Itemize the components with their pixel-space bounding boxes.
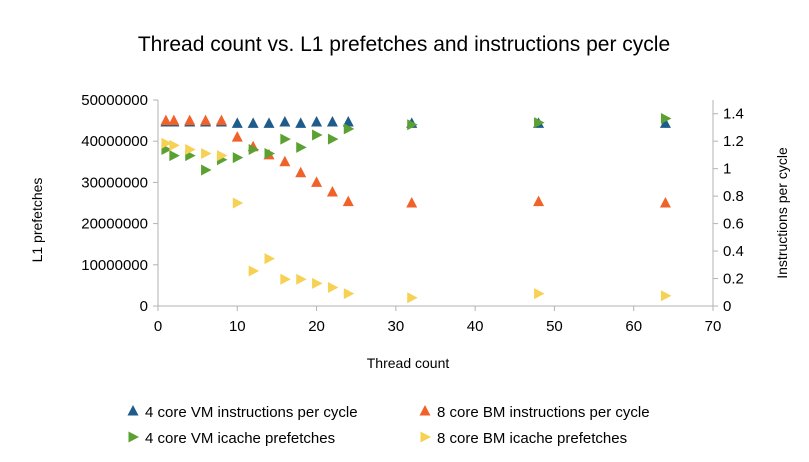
data-point — [279, 155, 291, 167]
x-tick-label: 60 — [625, 318, 642, 335]
data-point — [660, 290, 672, 302]
data-point — [169, 150, 180, 162]
data-point — [184, 114, 196, 126]
legend-marker — [419, 405, 431, 416]
right-axis-ticks: 0 0.2 0.4 0.6 0.8 1 1.2 1.4 — [713, 106, 744, 315]
left-axis-ticks: 0 10000000 20000000 30000000 40000000 5000000… — [81, 92, 158, 315]
series-1 — [160, 115, 671, 128]
data-point — [406, 197, 418, 208]
data-point — [160, 114, 172, 126]
data-point — [660, 113, 672, 125]
left-y-axis-label: L1 prefetches — [29, 178, 45, 263]
data-point — [327, 133, 339, 145]
x-tick-label: 0 — [154, 318, 162, 335]
data-point — [231, 131, 243, 142]
data-point — [169, 139, 180, 151]
chart-title: Thread count vs. L1 prefetches and instr… — [138, 33, 670, 56]
x-tick-label: 70 — [705, 318, 722, 335]
right-tick-label: 0 — [723, 298, 731, 315]
data-point — [280, 273, 291, 285]
x-tick-label: 30 — [388, 318, 405, 335]
data-point — [264, 253, 275, 265]
x-axis-ticks: 0 10 20 30 40 50 60 70 — [154, 306, 722, 335]
data-points — [160, 113, 672, 304]
data-point — [232, 197, 244, 209]
right-tick-label: 0.6 — [723, 216, 744, 233]
data-point — [311, 176, 323, 187]
data-point — [264, 148, 275, 160]
data-point — [201, 148, 212, 160]
data-point — [343, 288, 355, 300]
data-point — [247, 117, 259, 128]
data-point — [248, 143, 260, 155]
data-point — [279, 115, 291, 127]
data-point — [327, 281, 339, 293]
data-point — [407, 292, 418, 304]
data-point — [263, 117, 275, 128]
left-tick-label: 50000000 — [81, 92, 148, 109]
x-tick-label: 40 — [467, 318, 484, 335]
data-point — [161, 137, 172, 149]
right-tick-label: 0.8 — [723, 188, 744, 205]
data-point — [342, 195, 354, 207]
data-point — [201, 164, 212, 176]
data-point — [216, 150, 228, 162]
data-point — [534, 288, 545, 300]
left-tick-label: 40000000 — [81, 133, 148, 150]
legend-marker — [127, 405, 139, 416]
data-point — [296, 273, 307, 285]
legend-label: 4 core VM icache prefetches — [145, 430, 335, 447]
data-point — [231, 117, 243, 128]
data-point — [280, 133, 291, 145]
legend-label: 4 core VM instructions per cycle — [145, 404, 358, 421]
series-3 — [161, 113, 672, 176]
x-tick-label: 20 — [308, 318, 325, 335]
data-point — [168, 114, 180, 126]
legend-label: 8 core BM instructions per cycle — [437, 404, 650, 421]
right-tick-label: 0.4 — [723, 243, 744, 260]
left-tick-label: 30000000 — [81, 174, 148, 191]
data-point — [295, 117, 307, 128]
x-tick-label: 50 — [546, 318, 563, 335]
data-point — [326, 115, 338, 127]
right-tick-label: 1.2 — [723, 133, 744, 150]
data-point — [343, 123, 355, 135]
data-point — [185, 143, 196, 155]
left-tick-label: 0 — [140, 298, 148, 315]
data-point — [312, 129, 323, 141]
left-tick-label: 20000000 — [81, 216, 148, 233]
data-point — [659, 117, 671, 128]
legend-label: 8 core BM icache prefetches — [437, 430, 627, 447]
right-y-axis-label: Instructions per cycle — [774, 147, 790, 279]
data-point — [407, 119, 418, 131]
x-axis-label: Thread count — [367, 355, 450, 371]
data-point — [200, 114, 212, 126]
data-point — [215, 114, 227, 126]
x-tick-label: 10 — [229, 318, 246, 335]
right-tick-label: 0.2 — [723, 271, 744, 288]
right-tick-label: 1 — [723, 161, 731, 178]
data-point — [232, 152, 244, 164]
series-2 — [160, 114, 671, 208]
axes — [157, 100, 714, 307]
data-point — [311, 115, 323, 127]
series-4 — [161, 137, 672, 304]
data-point — [326, 186, 338, 197]
left-tick-label: 10000000 — [81, 257, 148, 274]
data-point — [659, 197, 671, 208]
data-point — [296, 141, 307, 153]
data-point — [534, 117, 545, 129]
data-point — [342, 115, 354, 127]
data-point — [295, 166, 307, 178]
legend-marker — [420, 431, 431, 443]
right-tick-label: 1.4 — [723, 106, 744, 123]
data-point — [533, 195, 545, 207]
data-point — [312, 277, 323, 289]
legend-marker — [128, 431, 139, 443]
legend: 4 core VM instructions per cycle 8 core B… — [127, 404, 650, 447]
data-point — [248, 265, 260, 277]
